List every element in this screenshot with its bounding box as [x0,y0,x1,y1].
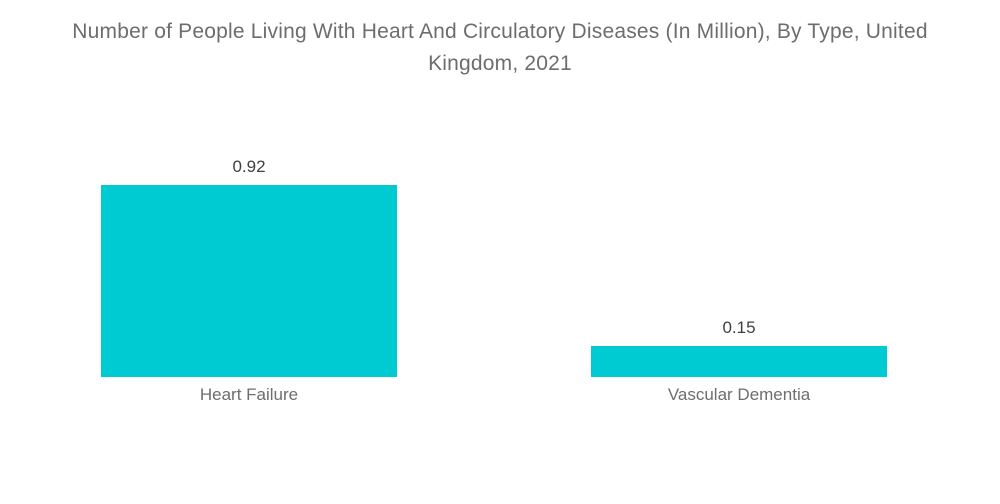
bar-vascular-dementia[interactable] [591,346,887,377]
chart-title: Number of People Living With Heart And C… [0,16,1000,80]
bar-group-heart-failure: 0.92 Heart Failure [101,157,397,404]
bar-value-label: 0.15 [722,318,756,337]
chart-title-line1: Number of People Living With Heart And C… [72,20,928,43]
bar-group-vascular-dementia: 0.15 Vascular Dementia [591,318,887,404]
category-label: Heart Failure [199,385,299,404]
bar-heart-failure[interactable] [101,185,397,377]
chart-title-line2: Kingdom, 2021 [428,52,572,75]
bar-value-label: 0.92 [232,157,266,176]
category-label: Vascular Dementia [667,385,811,404]
